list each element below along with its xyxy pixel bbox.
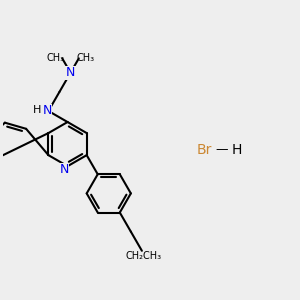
Text: N: N [66,66,75,79]
Text: CH₂CH₃: CH₂CH₃ [125,251,161,261]
Text: CH₃: CH₃ [47,52,65,62]
Text: H: H [33,104,41,115]
Text: H: H [232,143,242,157]
Text: CH₃: CH₃ [76,52,94,62]
Text: N: N [42,104,52,118]
Text: Br: Br [197,143,212,157]
Text: —: — [216,143,228,157]
Text: N: N [59,163,69,176]
